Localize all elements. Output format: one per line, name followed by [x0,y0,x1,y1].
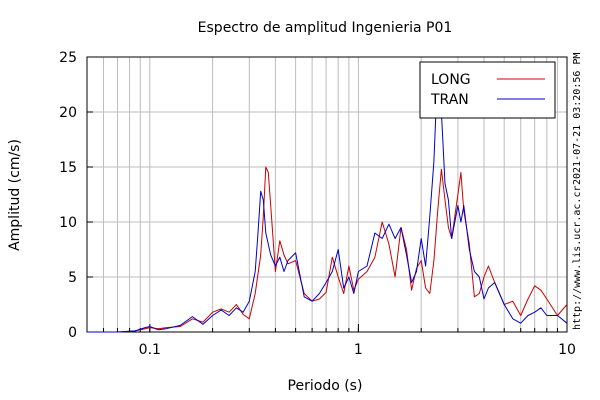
x-tick-label: 1 [354,342,363,358]
x-axis-label: Periodo (s) [288,378,363,394]
y-tick-label: 0 [68,325,77,341]
y-tick-label: 5 [68,270,77,286]
y-tick-label: 20 [59,105,77,121]
chart-title: Espectro de amplitud Ingenieria P01 [198,20,453,36]
y-tick-label: 25 [59,50,77,66]
y-axis-label: Amplitud (cm/s) [7,139,23,251]
timestamp-text: 2021-07-21 03:20:56 PM [572,53,583,185]
legend: LONG TRAN [419,61,556,119]
source-url-text: http://www.lis.ucr.ac.cr [572,186,583,331]
series-lines [87,67,568,333]
legend-label-long: LONG [431,72,471,88]
grid [86,57,568,332]
axis-ticks: 0 5 10 15 20 25 0.1 1 10 [59,50,576,358]
legend-label-tran: TRAN [430,92,469,108]
series-line-long [87,166,568,333]
plot-frame [86,56,568,333]
y-tick-label: 10 [59,215,77,231]
x-tick-label: 10 [558,342,576,358]
x-tick-label: 0.1 [139,342,161,358]
legend-box [419,61,556,119]
y-tick-label: 15 [59,160,77,176]
series-line-tran [87,67,568,333]
